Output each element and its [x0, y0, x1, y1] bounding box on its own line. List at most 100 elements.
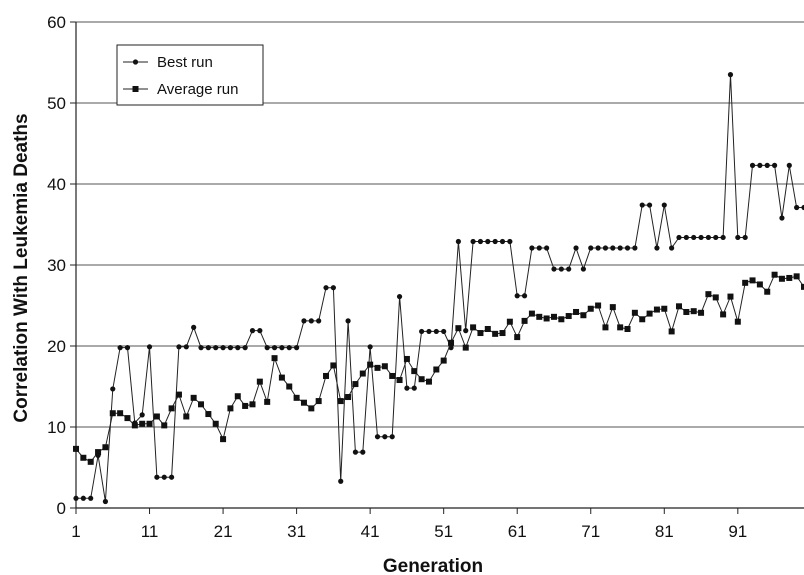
data-point-best-run	[713, 234, 719, 241]
data-point-best-run	[345, 318, 351, 324]
data-point-average-run	[168, 405, 175, 412]
x-tick-label: 11	[141, 522, 159, 541]
y-tick-label: 30	[47, 256, 66, 275]
y-tick-label: 40	[47, 175, 66, 194]
data-point-average-run	[793, 273, 800, 280]
data-point-best-run	[727, 72, 734, 78]
data-point-best-run	[117, 345, 123, 351]
data-point-average-run	[418, 376, 425, 383]
data-point-best-run	[602, 245, 609, 251]
data-point-best-run	[198, 345, 204, 351]
data-point-best-run	[102, 498, 109, 505]
data-point-average-run	[705, 291, 712, 298]
data-point-best-run	[639, 202, 645, 208]
data-point-average-run	[484, 325, 491, 332]
data-point-average-run	[161, 422, 168, 429]
data-point-average-run	[595, 302, 602, 309]
data-point-best-run	[573, 245, 579, 251]
data-point-average-run	[220, 436, 227, 443]
y-tick-label: 0	[57, 499, 66, 518]
data-point-average-run	[440, 357, 447, 364]
data-point-best-run	[691, 234, 697, 241]
data-point-best-run	[249, 328, 256, 334]
data-point-best-run	[492, 238, 498, 245]
data-point-average-run	[609, 304, 616, 311]
x-tick-label: 81	[655, 522, 674, 541]
data-point-average-run	[786, 274, 793, 281]
data-point-best-run	[610, 245, 616, 251]
data-point-average-run	[403, 355, 410, 362]
data-point-best-run	[558, 266, 564, 272]
data-point-best-run	[749, 162, 756, 168]
data-point-average-run	[124, 415, 131, 422]
data-point-best-run	[301, 318, 307, 324]
data-point-best-run	[617, 245, 623, 251]
data-point-average-run	[690, 308, 697, 315]
data-point-best-run	[786, 162, 792, 168]
data-point-average-run	[183, 413, 190, 420]
data-point-average-run	[536, 313, 543, 320]
data-point-average-run	[131, 422, 138, 429]
data-point-best-run	[536, 245, 542, 251]
data-point-average-run	[381, 363, 388, 370]
legend-best-run-label: Best run	[157, 54, 213, 71]
data-point-best-run	[507, 238, 513, 245]
y-tick-label: 20	[47, 337, 66, 356]
data-point-average-run	[242, 402, 249, 409]
data-point-average-run	[528, 310, 535, 317]
data-point-average-run	[73, 445, 79, 452]
data-point-best-run	[426, 328, 432, 335]
data-point-best-run	[404, 385, 410, 391]
data-point-average-run	[801, 283, 804, 290]
data-point-average-run	[374, 364, 381, 371]
data-point-average-run	[756, 281, 763, 288]
data-point-average-run	[286, 383, 293, 390]
series-average-run	[73, 271, 804, 465]
data-point-best-run	[477, 238, 484, 245]
data-point-best-run	[794, 204, 800, 211]
data-point-average-run	[117, 410, 124, 417]
data-point-best-run	[161, 474, 167, 480]
data-point-average-run	[352, 381, 359, 388]
data-point-best-run	[154, 474, 160, 480]
data-point-average-run	[227, 405, 234, 412]
data-point-best-run	[389, 434, 395, 440]
data-point-best-run	[433, 328, 439, 335]
series-best-run	[73, 72, 804, 505]
data-point-average-run	[617, 324, 624, 331]
data-point-average-run	[433, 366, 440, 373]
data-point-average-run	[698, 309, 705, 316]
data-point-average-run	[139, 420, 146, 427]
data-point-best-run	[779, 215, 785, 221]
data-point-best-run	[73, 495, 79, 501]
data-point-best-run	[521, 293, 528, 299]
data-point-average-run	[190, 394, 197, 401]
data-point-best-run	[338, 478, 344, 484]
data-point-average-run	[514, 334, 521, 341]
data-point-best-run	[514, 293, 520, 299]
data-point-best-run	[801, 204, 804, 211]
data-point-average-run	[675, 303, 682, 310]
y-tick-label: 60	[47, 13, 66, 32]
data-point-best-run	[669, 245, 675, 251]
data-point-best-run	[757, 162, 763, 168]
data-point-best-run	[286, 345, 292, 351]
data-point-best-run	[771, 162, 778, 168]
data-point-best-run	[88, 495, 94, 501]
y-tick-label: 10	[47, 418, 66, 437]
data-point-average-run	[198, 401, 205, 408]
data-point-best-run	[323, 285, 329, 291]
data-point-best-run	[205, 345, 211, 351]
data-point-best-run	[396, 293, 403, 300]
legend: Best run Average run	[116, 44, 264, 106]
data-point-best-run	[624, 245, 631, 251]
data-point-average-run	[212, 420, 219, 427]
data-point-best-run	[80, 495, 86, 501]
x-tick-label: 51	[434, 522, 453, 541]
y-axis-ticks: 0 10 20 30 40 50 60	[47, 13, 76, 518]
x-tick-label: 1	[71, 522, 80, 541]
data-point-average-run	[278, 374, 285, 381]
data-point-best-run	[470, 238, 476, 245]
data-point-average-run	[580, 312, 587, 319]
data-point-best-run	[661, 202, 667, 208]
